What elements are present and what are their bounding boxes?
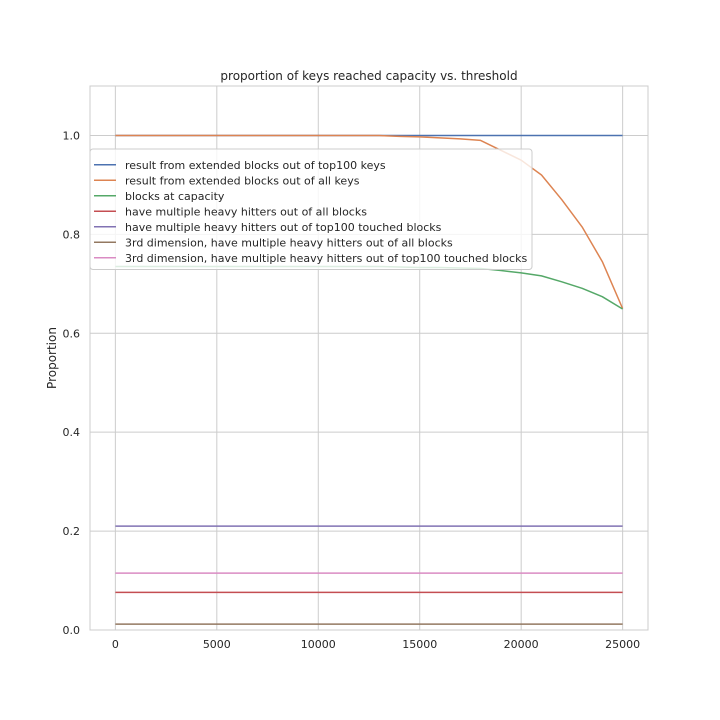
x-tick-label: 5000	[203, 638, 231, 651]
series-line-2	[115, 134, 624, 309]
y-tick-label: 0.4	[63, 426, 81, 439]
y-tick-label: 0.8	[63, 228, 81, 241]
y-tick-label: 1.0	[63, 129, 81, 142]
x-tick-label: 25000	[605, 638, 640, 651]
x-tick-label: 15000	[402, 638, 437, 651]
x-tick-label: 10000	[301, 638, 336, 651]
legend-label: 3rd dimension, have multiple heavy hitte…	[125, 236, 453, 249]
legend-label: result from extended blocks out of top10…	[125, 159, 386, 172]
tick-labels: 0 5000 10000 15000 20000 25000 0.0 0.2 0.4 0.6 0.8…	[63, 129, 641, 651]
chart-title: proportion of keys reached capacity vs. …	[220, 69, 517, 83]
series-lines	[115, 134, 624, 625]
legend-box	[89, 148, 533, 270]
x-tick-label: 20000	[504, 638, 539, 651]
legend: result from extended blocks out of top10…	[89, 148, 533, 270]
y-tick-label: 0.2	[63, 525, 81, 538]
legend-label: 3rd dimension, have multiple heavy hitte…	[125, 252, 527, 265]
legend-label: result from extended blocks out of all k…	[125, 174, 360, 187]
legend-label: blocks at capacity	[125, 190, 225, 203]
legend-label: have multiple heavy hitters out of all b…	[125, 205, 367, 218]
y-tick-label: 0.6	[63, 327, 81, 340]
y-tick-label: 0.0	[63, 624, 81, 637]
y-axis-label: Proportion	[45, 327, 59, 389]
legend-label: have multiple heavy hitters out of top10…	[125, 221, 442, 234]
x-tick-label: 0	[112, 638, 119, 651]
